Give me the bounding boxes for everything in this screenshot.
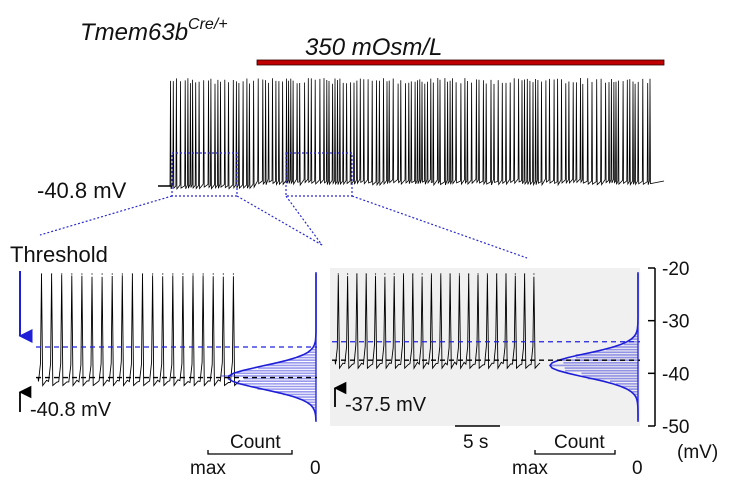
right-panel-spike-peak: [533, 273, 535, 275]
left-count-label: Count: [230, 432, 281, 453]
left-panel-spike-peak: [192, 273, 194, 275]
genotype-label: Tmem63bCre/+: [80, 16, 228, 46]
zoom-connector-right-b: [351, 195, 528, 259]
left-panel-spike-peak: [202, 273, 204, 275]
left-panel-spike-peak: [61, 273, 63, 275]
right-panel-spike-peak: [393, 273, 395, 275]
right-panel-spike-peak: [514, 273, 516, 275]
left-panel-spike-peak: [232, 273, 235, 275]
right-count-label: Count: [554, 432, 605, 453]
left-panel-spike-peak: [212, 273, 214, 275]
right-panel-spike-peak: [430, 273, 433, 275]
left-baseline-label: -40.8 mV: [30, 399, 112, 421]
left-count-axis: Count max 0: [190, 432, 321, 479]
zoom-connector-left-a: [39, 195, 173, 236]
y-tick-label: -50: [662, 417, 689, 438]
right-panel-spike-peak: [384, 273, 386, 275]
y-axis: -20 -30 -40 -50: [648, 259, 689, 438]
zoom-connector-right-a: [285, 195, 323, 246]
left-panel-voltage-path: [37, 274, 241, 387]
top-trace: [167, 77, 665, 191]
left-panel-trace: [37, 273, 241, 387]
right-panel-spike-peak: [524, 273, 526, 275]
right-histogram-fit-curve: [548, 273, 639, 421]
left-panel-spike-peak: [222, 273, 224, 275]
left-panel-spike-peak: [131, 273, 134, 275]
right-panel-spike-peak: [449, 273, 451, 275]
right-panel-spike-peak: [477, 273, 479, 275]
left-panel-spike-peak: [162, 273, 164, 275]
zoom-connector-left-b: [236, 195, 323, 246]
right-count-max-label: max: [512, 458, 548, 479]
right-count-axis: Count max 0: [512, 432, 643, 479]
y-tick-label: -20: [662, 259, 689, 280]
time-scale-label: 5 s: [463, 432, 488, 453]
y-axis-unit: (mV): [677, 442, 718, 463]
left-panel-spike-peak: [121, 273, 123, 275]
right-panel-spike-peak: [458, 273, 460, 275]
top-trace-path: [167, 77, 665, 191]
genotype-base: Tmem63b: [80, 19, 188, 46]
right-panel-trace: [334, 273, 541, 370]
left-histogram-fit-curve: [227, 273, 317, 421]
left-histogram: [220, 272, 317, 422]
left-count-max-label: max: [190, 458, 226, 479]
right-baseline-label: -37.5 mV: [345, 394, 427, 416]
zoom-box-right: [285, 152, 353, 197]
left-count-zero-label: 0: [310, 458, 321, 479]
right-count-zero-label: 0: [632, 458, 643, 479]
right-panel-spike-peak: [402, 273, 405, 275]
right-panel-voltage-path: [334, 273, 541, 370]
genotype-superscript: Cre/+: [188, 16, 228, 33]
zoom-box-left: [171, 152, 238, 197]
right-panel-spike-peak: [374, 273, 377, 275]
top-baseline-label: -40.8 mV: [37, 178, 127, 203]
right-panel-spike-peak: [440, 273, 442, 275]
left-panel-spike-peak: [172, 273, 174, 275]
right-panel-spike-peak: [486, 273, 488, 275]
stimulus-bar: [256, 59, 665, 66]
threshold-label: Threshold: [10, 242, 108, 267]
right-panel-background: [330, 268, 640, 426]
left-panel-spike-peak: [152, 273, 154, 275]
left-panel-spike-peak: [182, 273, 184, 275]
stimulus-label: 350 mOsm/L: [305, 34, 442, 61]
left-panel-spike-peak: [101, 273, 103, 275]
left-panel-spike-peak: [71, 273, 73, 275]
left-panel-spike-peak: [81, 273, 83, 275]
right-panel-spike-peak: [346, 273, 349, 275]
right-panel-spike-peak: [421, 273, 423, 275]
left-panel-spike-peak: [91, 273, 93, 275]
y-tick-label: -40: [662, 364, 689, 385]
y-tick-label: -30: [662, 312, 689, 333]
left-panel-spike-peak: [111, 273, 113, 275]
right-panel-spike-peak: [337, 273, 339, 275]
